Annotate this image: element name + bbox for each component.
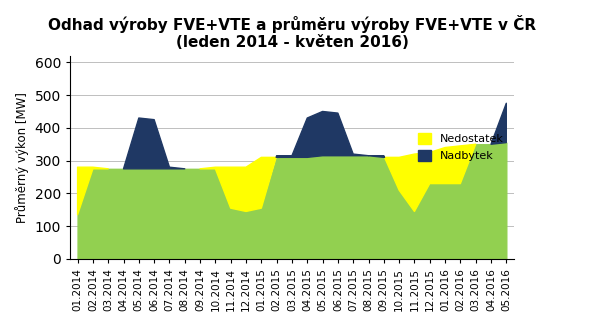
- Title: Odhad výroby FVE+VTE a průměru výroby FVE+VTE v ČR
(leden 2014 - květen 2016): Odhad výroby FVE+VTE a průměru výroby FV…: [48, 15, 536, 51]
- Legend: Nedostatek, Nadbytek: Nedostatek, Nadbytek: [413, 128, 508, 166]
- Y-axis label: Průměrný výkon [MW]: Průměrný výkon [MW]: [15, 92, 29, 223]
